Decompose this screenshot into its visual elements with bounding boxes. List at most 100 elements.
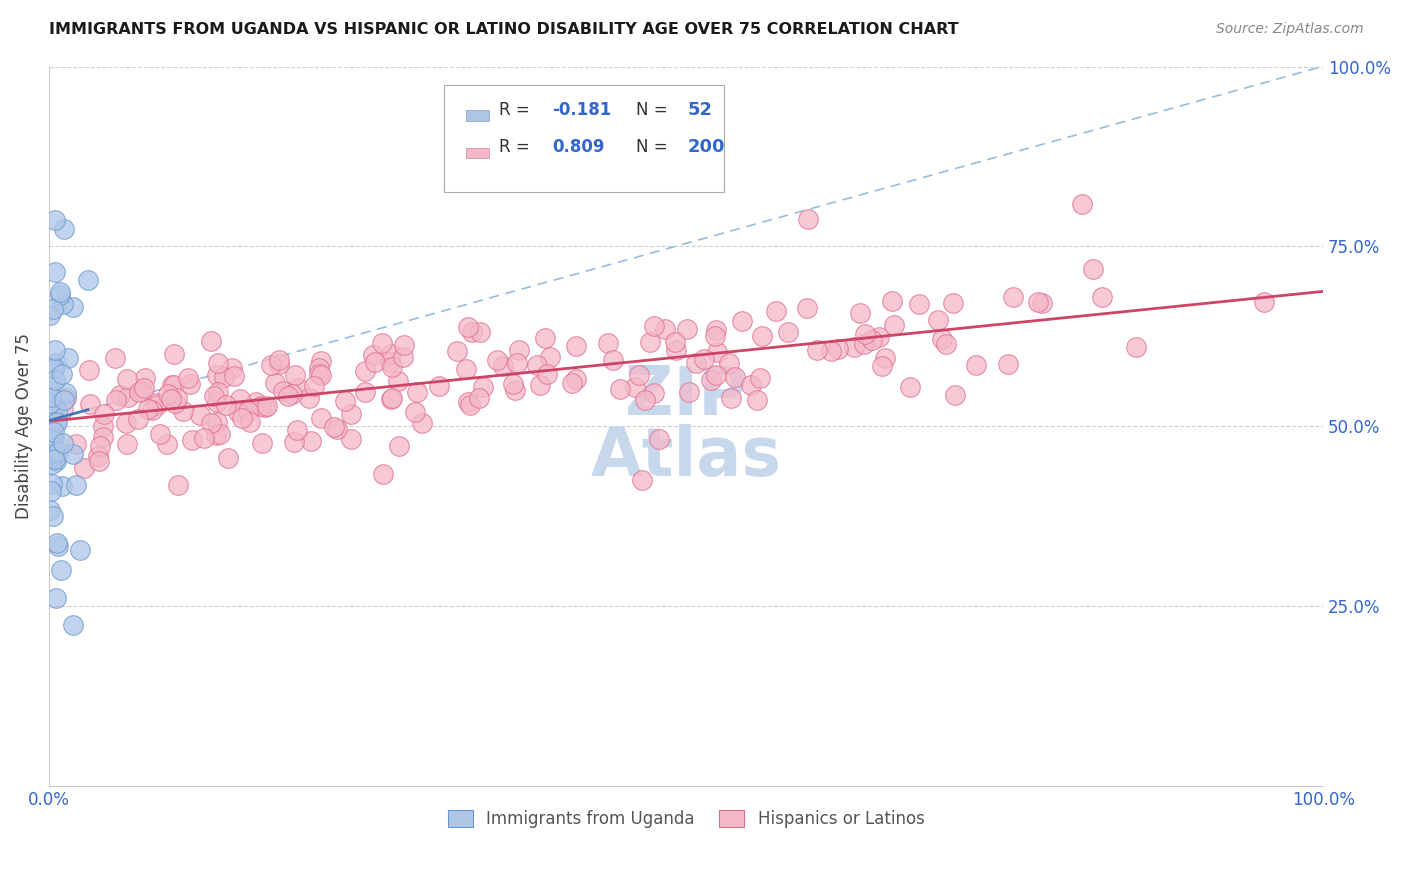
Y-axis label: Disability Age Over 75: Disability Age Over 75 bbox=[15, 334, 32, 519]
Point bbox=[873, 351, 896, 365]
Point bbox=[69, 543, 91, 558]
Point bbox=[427, 378, 450, 392]
FancyBboxPatch shape bbox=[465, 147, 488, 158]
Point bbox=[508, 343, 530, 358]
Point bbox=[41, 434, 63, 449]
Point bbox=[93, 418, 115, 433]
Point bbox=[596, 335, 619, 350]
Point bbox=[46, 445, 69, 459]
Legend: Immigrants from Uganda, Hispanics or Latinos: Immigrants from Uganda, Hispanics or Lat… bbox=[441, 804, 931, 835]
Point bbox=[205, 416, 228, 430]
Point bbox=[461, 325, 484, 339]
Point bbox=[45, 591, 67, 605]
FancyBboxPatch shape bbox=[444, 85, 724, 193]
Point bbox=[380, 355, 402, 369]
Point bbox=[457, 319, 479, 334]
Point bbox=[676, 321, 699, 335]
Point bbox=[41, 450, 63, 464]
Point bbox=[45, 416, 67, 430]
Text: 200: 200 bbox=[688, 138, 725, 156]
Point bbox=[664, 334, 686, 349]
Point bbox=[717, 356, 740, 370]
Point bbox=[53, 222, 76, 236]
Point bbox=[624, 380, 647, 394]
Text: R =: R = bbox=[499, 101, 534, 119]
Point bbox=[166, 391, 188, 405]
Point bbox=[740, 378, 762, 392]
Point bbox=[221, 360, 243, 375]
Point bbox=[706, 344, 728, 359]
Point bbox=[115, 436, 138, 450]
Point bbox=[38, 308, 60, 322]
Point bbox=[505, 384, 527, 398]
Point bbox=[685, 356, 707, 370]
Point bbox=[89, 439, 111, 453]
Point bbox=[127, 412, 149, 426]
Point bbox=[41, 431, 63, 445]
Point bbox=[665, 343, 688, 358]
Point bbox=[141, 403, 163, 417]
Point bbox=[371, 336, 394, 351]
Point bbox=[167, 477, 190, 491]
Point bbox=[692, 351, 714, 366]
Point bbox=[44, 425, 66, 439]
Point bbox=[849, 306, 872, 320]
Point bbox=[44, 399, 66, 413]
Point bbox=[371, 467, 394, 481]
Point bbox=[561, 376, 583, 390]
Point bbox=[202, 389, 225, 403]
Point bbox=[181, 433, 204, 447]
Point bbox=[643, 318, 665, 333]
Point bbox=[45, 356, 67, 370]
Text: IMMIGRANTS FROM UGANDA VS HISPANIC OR LATINO DISABILITY AGE OVER 75 CORRELATION : IMMIGRANTS FROM UGANDA VS HISPANIC OR LA… bbox=[49, 22, 959, 37]
Point bbox=[492, 359, 515, 374]
Point bbox=[931, 332, 953, 346]
Point bbox=[254, 401, 277, 415]
Point bbox=[404, 404, 426, 418]
Point bbox=[704, 323, 727, 337]
Point bbox=[52, 402, 75, 417]
Point bbox=[145, 395, 167, 409]
Point bbox=[91, 429, 114, 443]
Point bbox=[340, 432, 363, 446]
Point bbox=[160, 392, 183, 406]
Point bbox=[855, 326, 877, 341]
Point bbox=[387, 374, 409, 388]
Point bbox=[380, 347, 402, 361]
Point bbox=[820, 343, 842, 358]
Point bbox=[720, 391, 742, 405]
Point bbox=[264, 376, 287, 390]
Point bbox=[284, 368, 307, 383]
Point bbox=[776, 325, 799, 339]
Point bbox=[631, 473, 654, 487]
Text: -0.181: -0.181 bbox=[553, 101, 612, 119]
Point bbox=[229, 392, 252, 407]
Point bbox=[49, 288, 72, 302]
Point bbox=[49, 563, 72, 577]
Point bbox=[52, 436, 75, 450]
Point bbox=[51, 479, 73, 493]
Point bbox=[117, 390, 139, 404]
Point bbox=[46, 536, 69, 550]
Point bbox=[156, 386, 179, 401]
Point bbox=[217, 450, 239, 465]
FancyBboxPatch shape bbox=[465, 111, 488, 120]
Point bbox=[1083, 261, 1105, 276]
Point bbox=[966, 358, 988, 372]
Point bbox=[108, 388, 131, 402]
Point bbox=[326, 422, 349, 436]
Point bbox=[38, 384, 60, 398]
Text: 0.809: 0.809 bbox=[553, 138, 605, 156]
Point bbox=[73, 461, 96, 475]
Point bbox=[149, 426, 172, 441]
Point bbox=[39, 447, 62, 461]
Point bbox=[898, 380, 921, 394]
Point bbox=[870, 359, 893, 373]
Point bbox=[458, 398, 481, 412]
Point bbox=[52, 296, 75, 310]
Point bbox=[105, 393, 128, 408]
Point bbox=[285, 424, 308, 438]
Point bbox=[609, 382, 631, 396]
Point bbox=[38, 503, 60, 517]
Point bbox=[853, 337, 876, 351]
